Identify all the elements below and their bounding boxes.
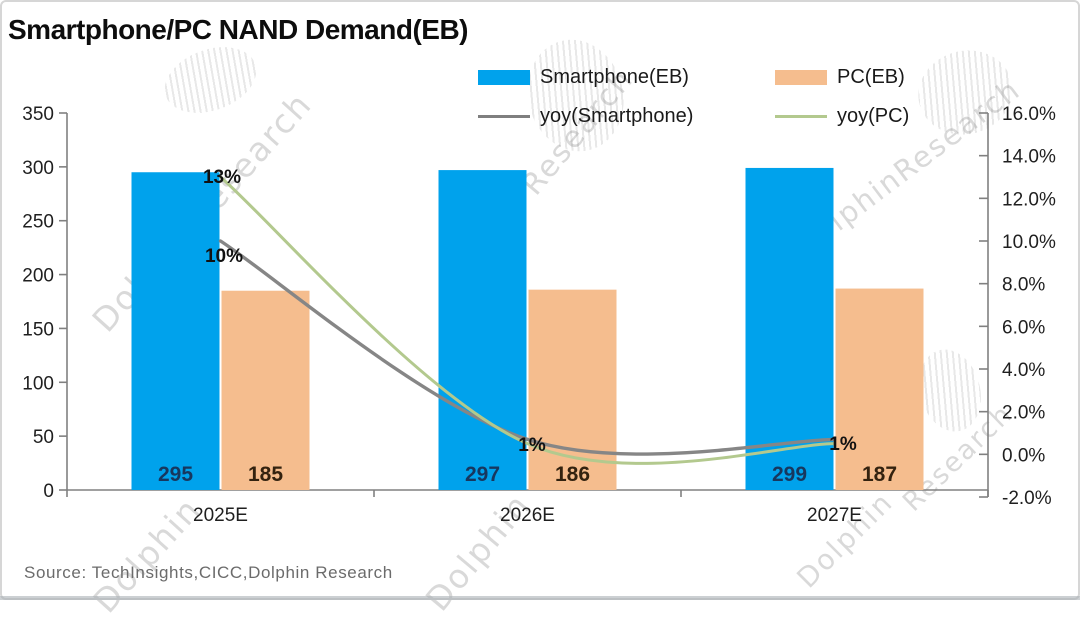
left-axis-tick-label: 50 xyxy=(33,427,54,448)
x-axis-category-label: 2026E xyxy=(500,505,555,526)
bar-smartphone-2027E xyxy=(745,167,834,491)
left-axis-tick-label: 100 xyxy=(22,373,54,394)
bar-smartphone-2026E xyxy=(438,170,527,491)
bar-value-label: 295 xyxy=(158,463,193,486)
x-axis-category-label: 2025E xyxy=(193,505,248,526)
right-axis-tick-label: 6.0% xyxy=(1002,317,1045,338)
line-yoy-smartphone xyxy=(218,239,837,456)
line-value-label: 1% xyxy=(829,434,857,455)
source-note: Source: TechInsights,CICC,Dolphin Resear… xyxy=(24,563,393,582)
bar-pc-2025E xyxy=(221,290,310,490)
right-axis-tick-label: 12.0% xyxy=(1002,189,1056,210)
line-value-label: 10% xyxy=(205,246,243,267)
chart-canvas: 350 300 250 200 150 100 50 0 16.0% 14.0% 12.0% 10.0… xyxy=(22,104,1056,526)
chart-title: Smartphone/PC NAND Demand(EB) xyxy=(8,14,468,45)
right-axis-tick-label: 10.0% xyxy=(1002,232,1056,253)
bar-value-label: 299 xyxy=(772,463,807,486)
bar-value-label: 297 xyxy=(465,463,500,486)
bar-pc-2026E xyxy=(528,289,617,490)
bar-smartphone-2025E xyxy=(131,172,220,490)
bar-pc-2027E xyxy=(835,288,924,490)
right-axis-tick-label: 14.0% xyxy=(1002,147,1056,168)
right-axis-tick-label: 16.0% xyxy=(1002,104,1056,125)
right-axis-tick-label: 4.0% xyxy=(1002,360,1045,381)
x-axis-category-label: 2027E xyxy=(807,505,862,526)
right-axis-tick-label: 8.0% xyxy=(1002,275,1045,296)
left-axis-tick-label: 150 xyxy=(22,319,54,340)
right-axis-tick-label: 0.0% xyxy=(1002,445,1045,466)
bar-value-label: 186 xyxy=(555,463,590,486)
left-axis-tick-label: 350 xyxy=(22,104,54,125)
left-axis-tick-label: 300 xyxy=(22,158,54,179)
bar-value-label: 185 xyxy=(248,463,283,486)
right-axis-tick-label: -2.0% xyxy=(1002,488,1052,509)
line-value-label: 13% xyxy=(203,167,241,188)
right-axis-tick-label: 2.0% xyxy=(1002,403,1045,424)
left-axis-tick-label: 200 xyxy=(22,266,54,287)
left-axis-tick-label: 250 xyxy=(22,212,54,233)
bottom-edge-strip xyxy=(0,596,1080,600)
bar-value-label: 187 xyxy=(862,463,897,486)
line-value-label: 1% xyxy=(518,435,546,456)
left-axis-tick-label: 0 xyxy=(43,481,54,502)
line-yoy-pc xyxy=(219,175,836,465)
